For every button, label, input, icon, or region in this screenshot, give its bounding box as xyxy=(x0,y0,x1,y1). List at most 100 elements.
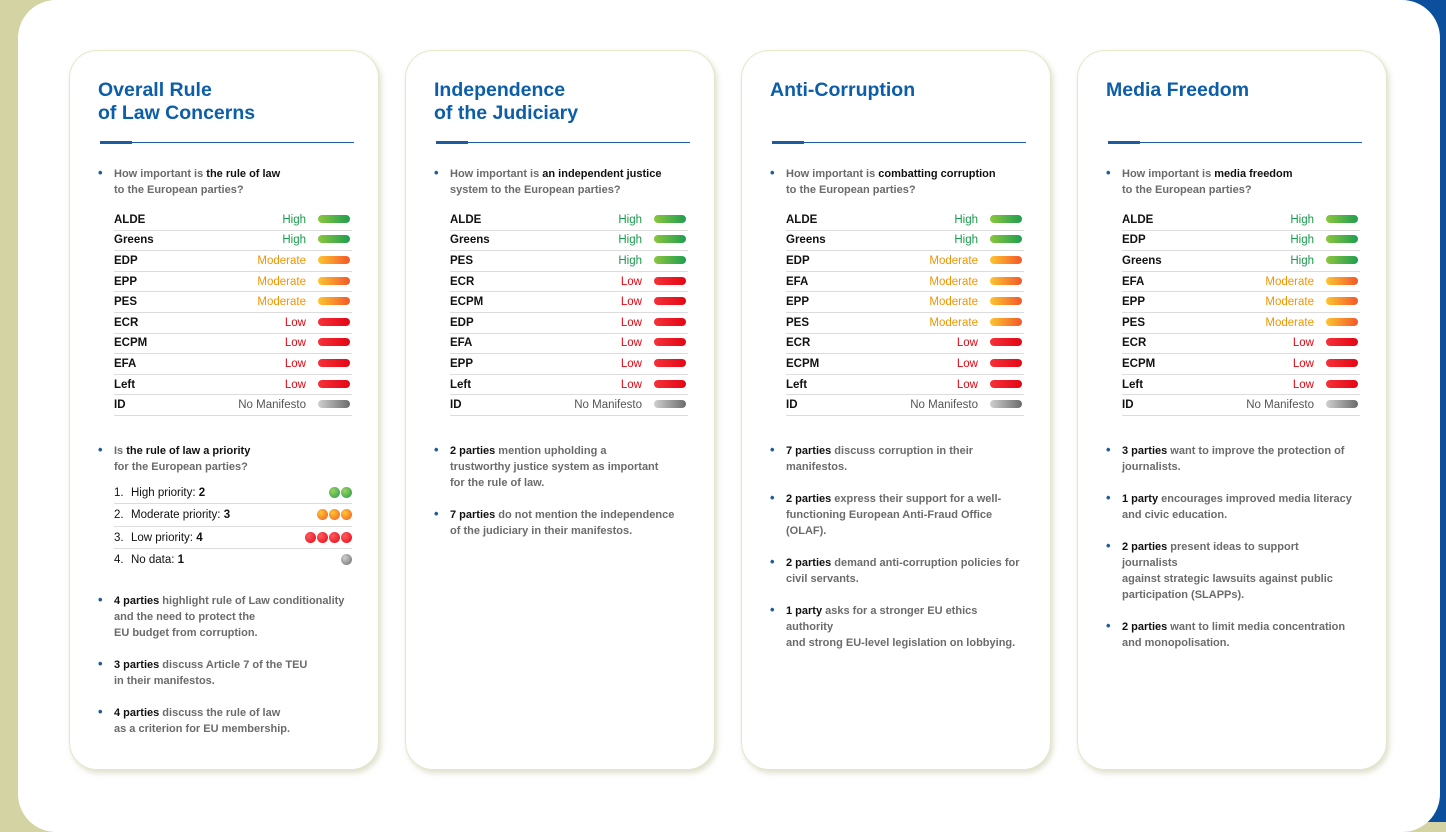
fact-text: 3 parties discuss Article 7 of the TEU i… xyxy=(98,657,348,689)
party-name: PES xyxy=(1122,312,1222,334)
party-level: Low xyxy=(886,333,990,355)
priority-count: 1 xyxy=(177,553,185,566)
rating-bar-low xyxy=(654,276,686,285)
dot-green-icon xyxy=(341,487,352,498)
rating-bar-cell xyxy=(654,394,688,416)
fact-text: 2 parties want to limit media concentrat… xyxy=(1106,619,1356,651)
rating-bar-high xyxy=(990,235,1022,244)
priority-count: 3 xyxy=(223,509,231,522)
rating-bar-none xyxy=(318,400,350,409)
party-name: ID xyxy=(450,394,550,416)
party-name: PES xyxy=(114,291,214,313)
fact-text: 2 parties express their support for a we… xyxy=(770,491,1020,539)
party-name: EFA xyxy=(786,271,886,293)
party-name: EFA xyxy=(1122,271,1222,293)
party-level: Moderate xyxy=(1222,271,1326,293)
rating-bar-high xyxy=(654,235,686,244)
party-level: Low xyxy=(214,374,318,396)
rating-bar-none xyxy=(990,400,1022,409)
bullet-icon: • xyxy=(1106,165,1111,180)
party-level: Low xyxy=(214,353,318,375)
party-row: EFA Low xyxy=(450,333,688,355)
rating-bar-cell xyxy=(318,312,352,334)
party-row: ALDE High xyxy=(1122,210,1360,231)
priority-number: 2. xyxy=(114,509,124,522)
bullet-icon: • xyxy=(98,656,103,671)
priority-number: 4. xyxy=(114,553,124,566)
fact-text: 2 parties mention upholding a trustworth… xyxy=(434,443,684,491)
question-prefix: How important is xyxy=(450,168,543,180)
dot-red-icon xyxy=(341,531,352,543)
party-name: ALDE xyxy=(786,210,886,231)
rating-bar-low xyxy=(990,338,1022,347)
party-row: EPP Moderate xyxy=(786,291,1024,313)
rating-bar-cell xyxy=(318,250,352,272)
question-prefix: How important is xyxy=(1122,168,1215,180)
fact-bold: 2 parties xyxy=(450,445,496,457)
question-bold: the rule of law xyxy=(206,168,281,180)
party-name: Left xyxy=(786,374,886,396)
title-accent-bar xyxy=(772,141,804,144)
fact-bold: 4 parties xyxy=(114,707,160,719)
party-level: Low xyxy=(550,353,654,375)
rating-bar-high xyxy=(1326,255,1358,264)
party-row: EDP Low xyxy=(450,312,688,334)
rating-bar-cell xyxy=(990,230,1024,252)
party-name: ECPM xyxy=(114,333,214,355)
priority-question: • Is the rule of law a priority for the Eu… xyxy=(98,442,348,475)
fact-body: want to limit media concentration and mo… xyxy=(1122,621,1346,649)
party-level: Low xyxy=(214,312,318,334)
card-title: Anti-Corruption xyxy=(770,79,916,101)
title-divider xyxy=(1108,142,1362,143)
question-suffix: for the European parties? xyxy=(114,461,248,473)
rating-bar-low xyxy=(1326,358,1358,367)
party-name: EDP xyxy=(786,250,886,272)
party-row: Left Low xyxy=(1122,374,1360,396)
bullet-icon: • xyxy=(770,554,775,569)
party-name: EFA xyxy=(450,333,550,355)
party-name: ID xyxy=(786,394,886,416)
question-suffix: to the European parties? xyxy=(114,184,244,196)
bullet-icon: • xyxy=(98,165,103,180)
party-name: ECR xyxy=(450,271,550,293)
question-suffix: to the European parties? xyxy=(786,184,916,196)
rating-bar-high xyxy=(318,235,350,244)
fact-bold: 7 parties xyxy=(786,445,832,457)
rating-bar-cell xyxy=(1326,312,1360,334)
rating-bar-cell xyxy=(990,394,1024,416)
rating-bar-high xyxy=(1326,235,1358,244)
party-row: EFA Moderate xyxy=(786,271,1024,293)
facts-list: • 4 parties highlight rule of Law conditi… xyxy=(98,592,348,753)
facts-list: • 7 parties discuss corruption in their m… xyxy=(770,442,1020,667)
bullet-icon: • xyxy=(98,704,103,719)
party-level: High xyxy=(1222,230,1326,252)
party-level: High xyxy=(214,210,318,231)
question-suffix: system to the European parties? xyxy=(450,184,621,196)
rating-bar-low xyxy=(1326,379,1358,388)
fact-body: highlight rule of Law conditionality and… xyxy=(114,595,345,639)
party-row: ID No Manifesto xyxy=(1122,394,1360,416)
party-row: Greens High xyxy=(786,230,1024,252)
party-level: Moderate xyxy=(1222,291,1326,313)
fact-bold: 7 parties xyxy=(450,509,496,521)
dot-red-icon xyxy=(329,531,340,543)
bullet-icon: • xyxy=(770,602,775,617)
priority-row: 2. Moderate priority: 3 xyxy=(114,504,352,527)
rating-bar-none xyxy=(654,400,686,409)
party-level: Low xyxy=(550,312,654,334)
fact-bold: 1 party xyxy=(1122,493,1159,505)
rating-bar-cell xyxy=(1326,374,1360,396)
party-level: No Manifesto xyxy=(550,394,654,416)
party-row: EFA Low xyxy=(114,353,352,375)
fact-body: discuss the rule of law as a criterion f… xyxy=(114,707,291,735)
party-name: ID xyxy=(114,394,214,416)
party-level: No Manifesto xyxy=(1222,394,1326,416)
party-name: Greens xyxy=(1122,250,1222,272)
party-name: ECPM xyxy=(1122,353,1222,375)
title-accent-bar xyxy=(1108,141,1140,144)
rating-bar-moderate xyxy=(990,297,1022,306)
fact-item: • 4 parties discuss the rule of law as a … xyxy=(98,704,348,737)
priority-row: 1. High priority: 2 xyxy=(114,482,352,505)
rating-bar-cell xyxy=(990,374,1024,396)
rating-bar-cell xyxy=(1326,271,1360,293)
